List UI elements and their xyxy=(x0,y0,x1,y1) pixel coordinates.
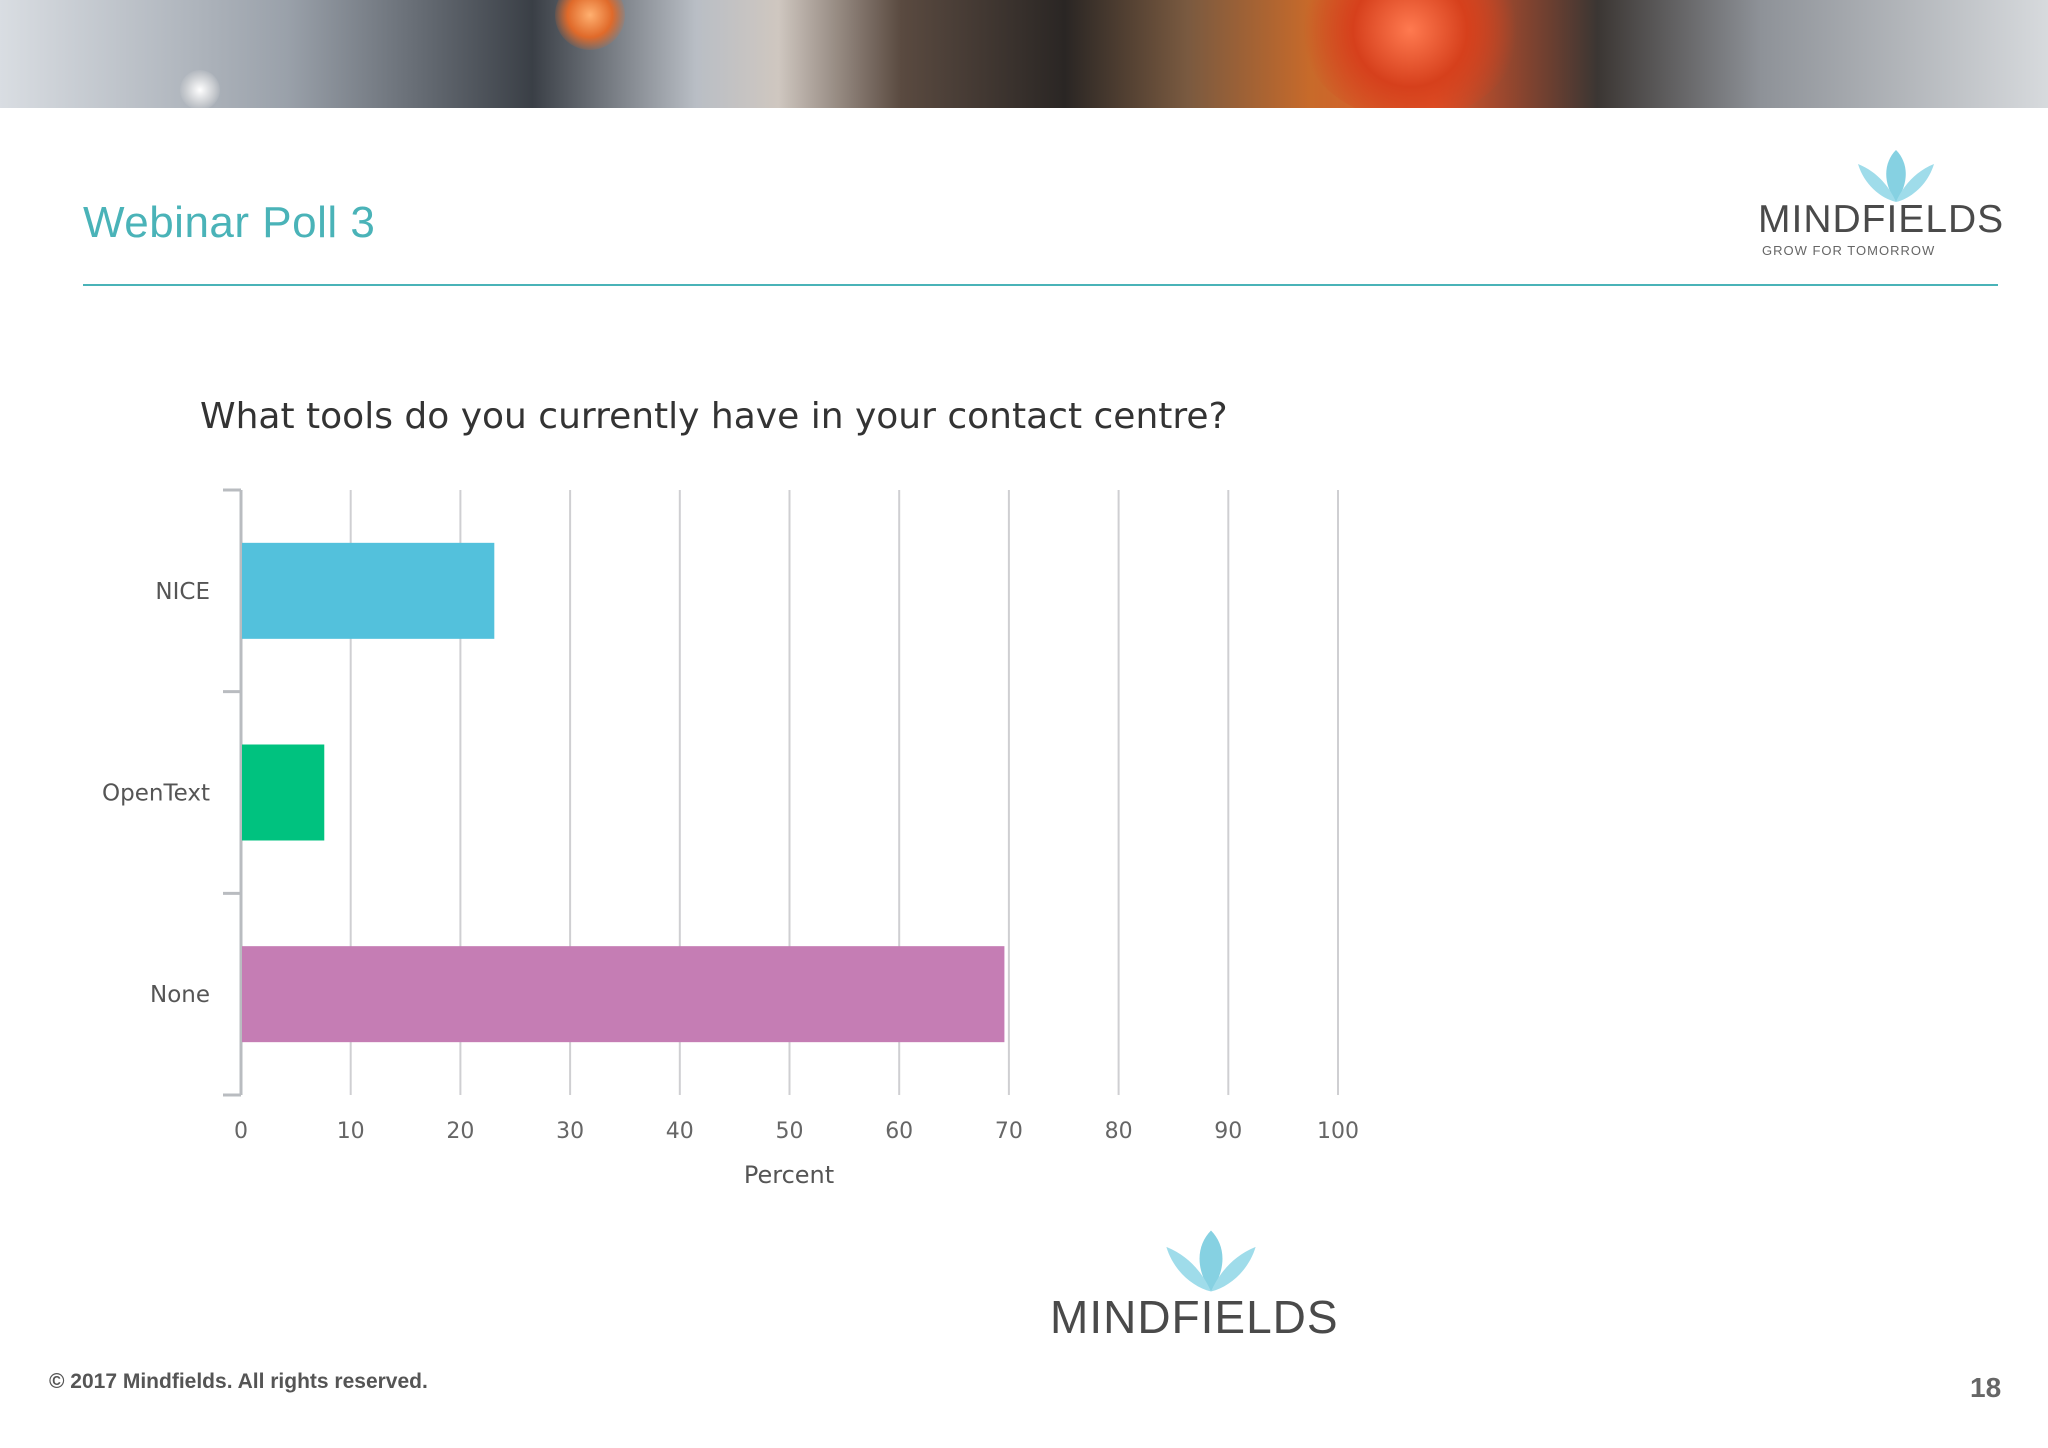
x-tick-label: 70 xyxy=(995,1119,1023,1144)
banner-light-right xyxy=(1300,0,1520,108)
copyright-notice: © 2017 Mindfields. All rights reserved. xyxy=(49,1370,428,1393)
x-tick-label: 0 xyxy=(234,1119,248,1144)
lotus-icon-bottom xyxy=(1166,1230,1256,1292)
banner-disc xyxy=(180,70,220,108)
x-tick-label: 10 xyxy=(337,1119,365,1144)
banner-light-left xyxy=(555,0,625,50)
slide-title: Webinar Poll 3 xyxy=(83,198,376,247)
header-divider xyxy=(83,284,1998,286)
x-tick-label: 90 xyxy=(1214,1119,1242,1144)
x-tick-label: 30 xyxy=(556,1119,584,1144)
y-category-label: NICE xyxy=(155,579,210,605)
bar-opentext xyxy=(242,744,325,841)
x-tick-label: 40 xyxy=(666,1119,694,1144)
y-category-label: OpenText xyxy=(102,781,210,807)
x-tick-label: 20 xyxy=(446,1119,474,1144)
bar-none xyxy=(242,946,1005,1043)
logo-tagline: GROW FOR TOMORROW xyxy=(1762,243,1936,258)
x-tick-label: 60 xyxy=(885,1119,913,1144)
x-tick-label: 50 xyxy=(776,1119,804,1144)
page-number: 18 xyxy=(1970,1372,2002,1403)
header-banner-image xyxy=(0,0,2048,108)
bar-nice xyxy=(242,542,495,639)
logo-wordmark-bottom: MINDFIELDS xyxy=(1050,1291,1339,1343)
chart-title: What tools do you currently have in your… xyxy=(200,396,1228,437)
x-axis-label: Percent xyxy=(744,1161,834,1189)
lotus-icon xyxy=(1858,150,1934,202)
x-tick-label: 100 xyxy=(1317,1119,1359,1144)
x-tick-label: 80 xyxy=(1105,1119,1133,1144)
logo-wordmark: MINDFIELDS xyxy=(1758,198,2005,241)
y-category-label: None xyxy=(150,982,210,1008)
